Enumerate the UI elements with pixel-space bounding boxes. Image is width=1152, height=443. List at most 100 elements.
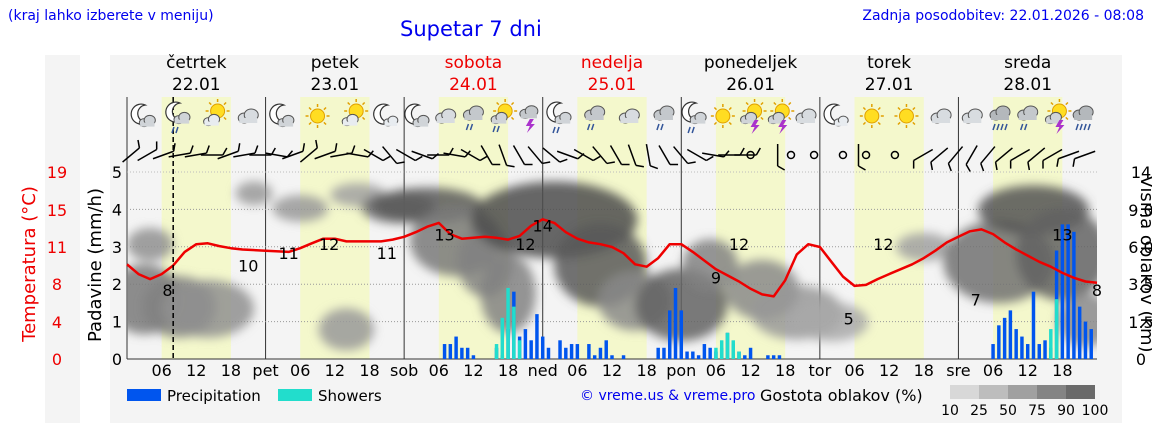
hour-tick-label: 12 bbox=[325, 361, 345, 380]
hour-tick-label: 18 bbox=[359, 361, 379, 380]
wind-barb bbox=[573, 148, 601, 162]
wind-barb bbox=[734, 147, 761, 156]
sun-ray bbox=[308, 106, 312, 111]
temperature-label: 13 bbox=[1052, 226, 1072, 245]
temperature-tick-label: 15 bbox=[47, 201, 67, 220]
precipitation-bar bbox=[546, 347, 551, 359]
sun-ray bbox=[788, 116, 792, 121]
sun-ray bbox=[1050, 101, 1054, 106]
wind-barb-feather bbox=[858, 165, 866, 171]
day-name: četrtek bbox=[166, 53, 227, 73]
wind-barb-shaft bbox=[1042, 148, 1063, 162]
sun-ray bbox=[897, 106, 901, 111]
copyright-link[interactable]: © vreme.us & vreme.pro bbox=[580, 388, 756, 404]
rain-night-icon bbox=[546, 101, 572, 134]
wind-barb-shaft bbox=[965, 145, 978, 165]
day-name: sreda bbox=[1004, 53, 1051, 73]
sun-ray bbox=[208, 101, 212, 106]
precipitation-bar bbox=[685, 351, 689, 359]
sun-ray bbox=[862, 121, 866, 126]
precipitation-bar bbox=[448, 344, 453, 359]
precipitation-bar bbox=[702, 344, 707, 359]
precipitation-legend-label: Precipitation bbox=[167, 387, 261, 405]
density-tick-label: 25 bbox=[970, 403, 988, 419]
precipitation-bar bbox=[1060, 224, 1065, 359]
wind-barb-shaft bbox=[930, 147, 949, 163]
showers-bar bbox=[517, 340, 522, 359]
showers-bar bbox=[731, 340, 735, 359]
temperature-axis-label: Temperatura (°C) bbox=[19, 186, 40, 343]
thunderstorm-sun-icon bbox=[740, 99, 767, 134]
precip-tick-label: 0 bbox=[112, 350, 122, 369]
cloud-part bbox=[654, 115, 673, 120]
hour-tick-label: 12 bbox=[1018, 361, 1038, 380]
rain-icon bbox=[1017, 105, 1039, 131]
precipitation-bar bbox=[529, 340, 533, 359]
wind-barb bbox=[980, 146, 996, 172]
cloud-part bbox=[520, 113, 537, 119]
wind-barb-feather bbox=[777, 165, 786, 171]
rain-drop bbox=[687, 126, 691, 134]
wind-barb-shaft bbox=[1010, 148, 1031, 162]
precipitation-bar bbox=[1066, 224, 1070, 359]
cloud-blob bbox=[794, 302, 869, 342]
wind-barbs bbox=[122, 139, 1096, 172]
wind-barb bbox=[299, 139, 318, 163]
rain-drop bbox=[171, 126, 175, 134]
wind-barb bbox=[994, 147, 1013, 171]
cloud-part bbox=[1074, 115, 1093, 120]
hour-tick-label: 12 bbox=[602, 361, 622, 380]
temperature-label: 11 bbox=[377, 244, 397, 263]
wind-barb bbox=[592, 146, 615, 165]
wind-barb-shaft bbox=[686, 148, 707, 162]
rain-drop bbox=[496, 125, 500, 133]
rain-drop bbox=[590, 123, 595, 131]
wind-barb bbox=[137, 141, 158, 162]
temperature-axis: 0 4 8 11 15 19 Temperatura (°C) bbox=[19, 163, 67, 369]
wind-barb bbox=[857, 144, 866, 171]
sun-ray bbox=[496, 101, 500, 106]
cloud-part bbox=[239, 118, 258, 123]
showers-bar bbox=[506, 287, 510, 359]
day-date: 22.01 bbox=[172, 75, 221, 95]
showers-bar bbox=[494, 344, 499, 359]
cloud-blob bbox=[318, 308, 375, 351]
wind-barb-feather bbox=[137, 139, 141, 149]
wind-barb bbox=[1042, 148, 1063, 169]
density-swatch bbox=[1037, 385, 1066, 399]
hour-tick-label: 18 bbox=[914, 361, 934, 380]
wind-barb-feather bbox=[980, 163, 985, 172]
rain-night-icon bbox=[165, 101, 191, 134]
x-axis: 06 12 18 pet 06 12 18 sob 06 12 18 ned 06 12 18 pon 06 12… bbox=[151, 361, 1072, 380]
hour-tick-label: 06 bbox=[844, 361, 864, 380]
sun-ray bbox=[760, 101, 764, 106]
precipitation-bar bbox=[1014, 329, 1018, 359]
wind-barb-shaft bbox=[314, 150, 336, 160]
precipitation-bar bbox=[708, 347, 712, 359]
wind-calm-circle bbox=[746, 150, 755, 160]
day-date: 24.01 bbox=[449, 75, 498, 95]
rain-drop bbox=[996, 123, 1000, 131]
hour-tick-label: 06 bbox=[706, 361, 726, 380]
sun-ray bbox=[223, 101, 227, 106]
wind-barb-feather bbox=[635, 164, 645, 168]
cloud-height-tick-label: 6.0 bbox=[1128, 238, 1152, 257]
wind-barb-feather bbox=[947, 163, 952, 172]
precipitation-bar bbox=[535, 314, 539, 359]
wind-barb-feather bbox=[1009, 160, 1012, 169]
rain-drop bbox=[469, 123, 474, 131]
density-swatch bbox=[950, 385, 979, 399]
day-name: sobota bbox=[445, 53, 503, 73]
precipitation-bar bbox=[564, 347, 568, 359]
hour-tick-label: 18 bbox=[1052, 361, 1072, 380]
sun-disc bbox=[310, 108, 326, 124]
wind-barb-feather bbox=[172, 143, 176, 152]
wind-barb-feather bbox=[155, 141, 158, 150]
wind-barb-shaft bbox=[658, 145, 671, 165]
precipitation-bar bbox=[1072, 231, 1076, 359]
wind-barb bbox=[965, 145, 978, 172]
wind-barb bbox=[1056, 150, 1080, 167]
sunny-icon bbox=[710, 104, 735, 128]
sun-ray bbox=[773, 101, 777, 106]
